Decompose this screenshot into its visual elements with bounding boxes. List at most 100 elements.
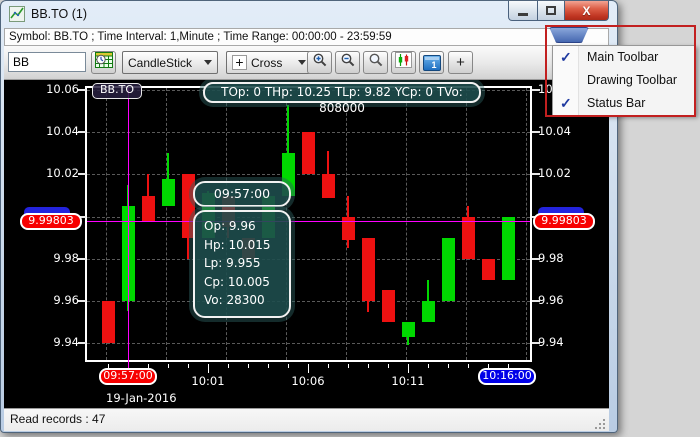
calendar-icon: 1 (422, 54, 441, 71)
minimize-button[interactable] (508, 1, 538, 21)
time-grid-icon (94, 52, 113, 73)
candle-body (382, 290, 395, 323)
candle-body (482, 258, 495, 280)
cursor-mode-select[interactable]: + Cross (226, 51, 312, 74)
maximize-button[interactable] (537, 1, 565, 21)
y-axis-tick (532, 131, 540, 134)
zoom-out-button[interactable] (335, 51, 360, 74)
y-axis-tick (78, 299, 86, 302)
checkmark-icon: ✓ (560, 95, 572, 111)
price-badge-left: 9.99803 (20, 212, 82, 230)
gridline-horizontal (87, 258, 530, 260)
candle-style-button[interactable] (391, 51, 416, 74)
y-axis-tick (78, 215, 86, 218)
x-axis-tick (448, 364, 449, 368)
minimize-icon (518, 12, 528, 16)
time-grid-button[interactable] (91, 51, 116, 74)
x-axis-tick-major (408, 364, 409, 373)
gridline-vertical (406, 88, 407, 360)
y-axis-label: 10.02 (46, 166, 79, 181)
app-window: BB.TO (1) X Symbol: BB.TO ; Time Interva… (0, 0, 618, 433)
chart-type-value: CandleStick (128, 55, 193, 70)
menu-item-label: Status Bar (587, 96, 646, 110)
crosshair-time-tooltip: 09:57:00 (193, 181, 291, 207)
tooltip-line: Lp: 9.955 (204, 256, 261, 270)
x-axis-tick (188, 364, 189, 368)
crosshair-icon: + (232, 55, 247, 70)
chart-type-select[interactable]: CandleStick (122, 51, 218, 74)
gridline-vertical (106, 88, 107, 360)
calendar-number: 1 (431, 59, 437, 70)
cursor-mode-value: Cross (251, 55, 283, 70)
close-button[interactable]: X (564, 1, 609, 21)
y-axis-label: 9.98 (53, 250, 79, 265)
summary-tooltip: TOp: 0 THp: 10.25 TLp: 9.82 YCp: 0 TVo: … (203, 82, 481, 115)
x-axis-tick (428, 364, 429, 368)
price-badge-right: 9.99803 (533, 212, 595, 230)
candle-body (442, 237, 455, 301)
resize-grip[interactable] (594, 416, 606, 429)
zoom-in-button[interactable] (307, 51, 332, 74)
candle-body (302, 132, 315, 175)
x-axis-tick (368, 364, 369, 368)
candle-body (422, 300, 435, 323)
candle-body (402, 322, 415, 337)
x-axis-tick (388, 364, 389, 368)
titlebar[interactable]: BB.TO (1) X (1, 1, 617, 27)
info-text: Symbol: BB.TO ; Time Interval: 1,Minute … (9, 31, 392, 43)
candle-body (502, 216, 515, 280)
candle-body (182, 174, 195, 238)
x-axis-tick (488, 364, 489, 368)
gridline-vertical (166, 88, 167, 360)
menu-item-status-bar[interactable]: ✓ Status Bar (553, 92, 695, 115)
gridline-vertical (526, 88, 527, 360)
crosshair-ohlc-tooltip: Op: 9.96 Hp: 10.015 Lp: 9.955 Cp: 10.005 Vo:… (193, 210, 291, 318)
symbol-input[interactable] (8, 52, 86, 72)
y-axis-tick (78, 342, 86, 345)
candle-body (462, 216, 475, 259)
x-axis-tick (148, 364, 149, 368)
candle-wick (287, 104, 289, 196)
y-axis-label: 10.06 (46, 82, 79, 97)
main-toolbar: CandleStick + Cross (4, 46, 609, 80)
add-button[interactable]: + (448, 51, 473, 74)
gridline-horizontal (87, 216, 530, 218)
status-bar: Read records : 47 (4, 408, 609, 431)
x-axis-label: 10:06 (291, 374, 325, 388)
period-button[interactable]: 1 (419, 51, 444, 74)
menu-item-drawing-toolbar[interactable]: ✓ Drawing Toolbar (553, 69, 695, 92)
close-icon: X (582, 3, 591, 18)
zoom-reset-button[interactable] (363, 51, 388, 74)
y-axis-label: 9.96 (53, 292, 79, 307)
window-controls: X (508, 1, 609, 21)
candle-body (362, 237, 375, 301)
x-axis-tick (348, 364, 349, 368)
chart-panel: BB.TO TOp: 0 THp: 10.25 TLp: 9.82 YCp: 0… (4, 80, 609, 408)
menu-item-main-toolbar[interactable]: ✓ Main Toolbar (553, 46, 695, 69)
gridline-horizontal (87, 300, 530, 302)
time-badge-right: 10:16:00 (478, 368, 536, 385)
gridline-horizontal (87, 174, 530, 176)
y-axis-label: 9.98 (538, 250, 564, 265)
y-axis-tick (532, 89, 540, 92)
time-badge-left: 09:57:00 (99, 368, 157, 385)
zoom-out-icon (340, 52, 356, 73)
x-axis-label: 10:11 (391, 374, 425, 388)
y-axis-label: 9.94 (53, 335, 79, 350)
x-axis-tick (228, 364, 229, 368)
x-axis-label: 10:01 (191, 374, 225, 388)
y-axis-label: 9.94 (538, 335, 564, 350)
date-label: 19-Jan-2016 (106, 391, 177, 405)
symbol-badge: BB.TO (92, 83, 142, 99)
context-menu: ✓ Main Toolbar ✓ Drawing Toolbar ✓ Statu… (552, 45, 696, 116)
menu-item-label: Main Toolbar (587, 50, 659, 64)
y-axis-tick (78, 131, 86, 134)
window-title: BB.TO (1) (31, 7, 88, 21)
x-axis-tick (248, 364, 249, 368)
plus-icon: + (456, 54, 465, 71)
crosshair-horizontal (87, 220, 530, 222)
zoom-reset-icon (368, 52, 384, 73)
checkmark-icon: ✓ (560, 49, 572, 65)
y-axis-tick (78, 173, 86, 176)
candle-body (342, 216, 355, 240)
